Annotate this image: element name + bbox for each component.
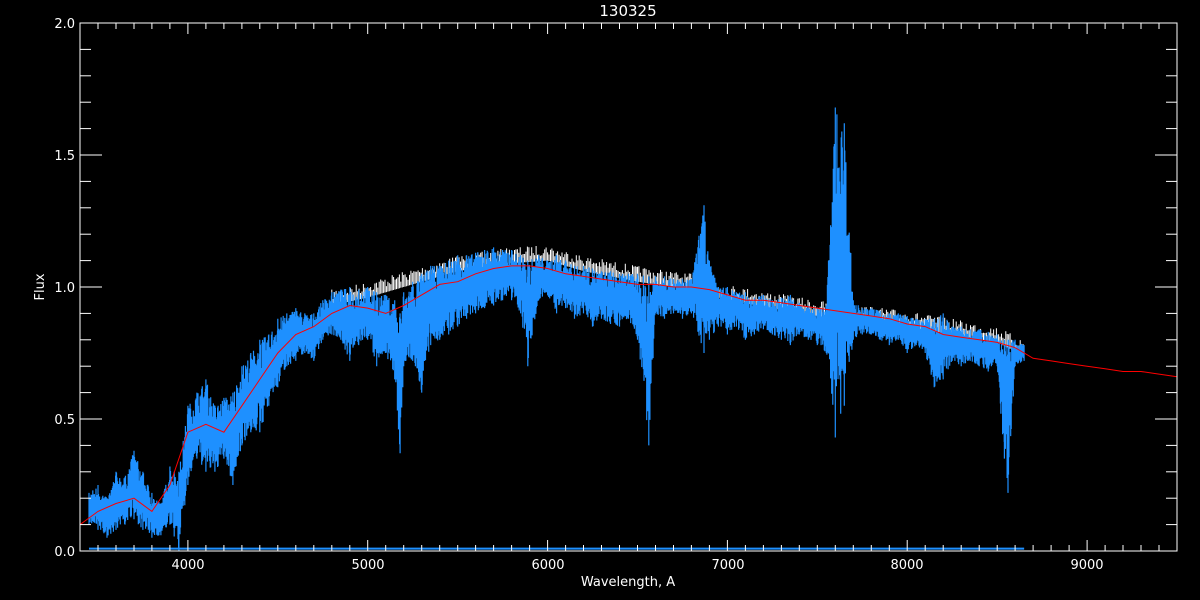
x-tick-label: 5000 <box>351 558 384 573</box>
x-tick-label: 6000 <box>531 558 564 573</box>
y-tick-label: 2.0 <box>54 17 75 32</box>
y-tick-labels: 0.0 0.5 1.0 1.5 2.0 <box>54 17 75 560</box>
y-tick-label: 0.5 <box>54 413 75 428</box>
axes <box>79 22 1178 552</box>
model-spectrum-line <box>80 265 1177 526</box>
x-tick-labels: 4000 5000 6000 7000 8000 9000 <box>171 558 1103 573</box>
x-tick-label: 7000 <box>711 558 744 573</box>
y-tick-label: 1.5 <box>54 149 75 164</box>
chart-title: 130325 <box>599 2 656 20</box>
x-tick-label: 4000 <box>171 558 204 573</box>
y-tick-label: 0.0 <box>54 545 75 560</box>
x-axis-label: Wavelength, A <box>581 575 675 590</box>
y-tick-label: 1.0 <box>54 281 75 296</box>
data-layer <box>80 107 1177 551</box>
x-tick-label: 8000 <box>890 558 923 573</box>
y-axis-label: Flux <box>33 273 48 300</box>
x-tick-label: 9000 <box>1070 558 1103 573</box>
observed-spectrum-band <box>88 107 1025 551</box>
